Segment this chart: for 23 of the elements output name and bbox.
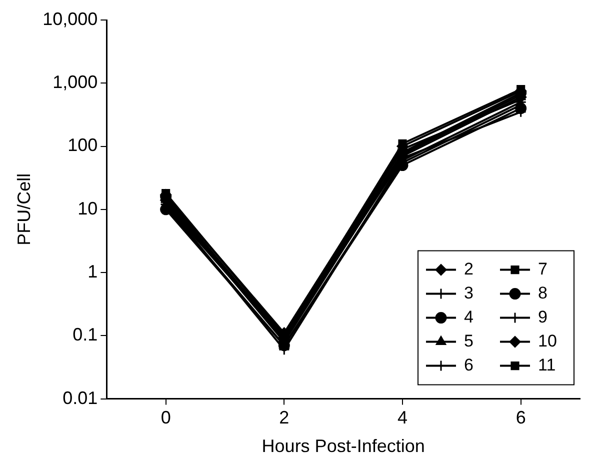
legend-label: 6 xyxy=(464,355,474,374)
legend-label: 4 xyxy=(464,307,474,326)
legend-label: 11 xyxy=(538,355,556,374)
y-tick-label: 1 xyxy=(88,262,98,282)
x-tick-label: 0 xyxy=(160,408,171,428)
legend-label: 8 xyxy=(538,283,548,302)
y-axis-title: PFU/Cell xyxy=(14,173,34,246)
y-tick-label: 1,000 xyxy=(52,72,98,92)
x-tick-label: 6 xyxy=(516,408,526,428)
legend-label: 5 xyxy=(464,331,474,350)
legend-label: 10 xyxy=(538,331,557,350)
legend-label: 3 xyxy=(464,283,474,302)
legend-label: 9 xyxy=(538,307,548,326)
legend-label: 7 xyxy=(538,259,548,278)
legend-label: 2 xyxy=(464,259,474,278)
x-axis-title: Hours Post-Infection xyxy=(262,436,425,456)
y-tick-label: 0.01 xyxy=(62,388,98,408)
y-tick-label: 10 xyxy=(78,198,98,218)
y-tick-label: 10,000 xyxy=(42,8,98,29)
x-tick-label: 2 xyxy=(279,408,290,428)
x-tick-label: 4 xyxy=(397,408,408,428)
y-tick-label: 100 xyxy=(68,135,98,156)
y-tick-label: 0.1 xyxy=(72,324,98,345)
